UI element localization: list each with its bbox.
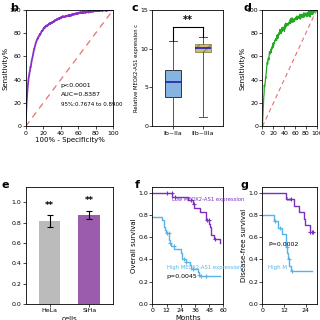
Text: **: ** <box>85 196 94 205</box>
Y-axis label: Disease-free survival: Disease-free survival <box>241 209 247 282</box>
Text: Lc: Lc <box>287 197 293 202</box>
Bar <box>78 215 100 304</box>
Text: AUC=0.8387: AUC=0.8387 <box>61 92 101 97</box>
Text: e: e <box>1 180 9 190</box>
Text: p<0.0001: p<0.0001 <box>61 83 91 88</box>
Y-axis label: Relative MEOX2-AS1 expression c: Relative MEOX2-AS1 expression c <box>134 24 139 112</box>
Text: Low MEOX2-AS1 expression: Low MEOX2-AS1 expression <box>172 197 245 202</box>
Text: d: d <box>244 3 251 12</box>
Text: g: g <box>241 180 249 190</box>
Text: High M: High M <box>268 265 287 270</box>
Y-axis label: Overall survival: Overall survival <box>131 218 137 273</box>
Text: P=0.0002: P=0.0002 <box>268 242 298 247</box>
Text: p=0.0045: p=0.0045 <box>167 274 197 279</box>
PathPatch shape <box>195 44 211 52</box>
Text: **: ** <box>45 201 54 210</box>
Text: **: ** <box>183 15 193 25</box>
Text: High MEOX2-AS1 expression: High MEOX2-AS1 expression <box>167 265 241 270</box>
Y-axis label: Sensitivity%: Sensitivity% <box>239 46 245 90</box>
X-axis label: 100% - Specificity%: 100% - Specificity% <box>35 137 104 143</box>
PathPatch shape <box>165 70 181 97</box>
Text: b: b <box>10 3 18 12</box>
Bar <box>39 221 60 304</box>
Y-axis label: Sensitivity%: Sensitivity% <box>3 46 8 90</box>
Text: c: c <box>131 3 138 12</box>
X-axis label: cells: cells <box>61 316 77 320</box>
Text: 95%:0.7674 to 0.8900: 95%:0.7674 to 0.8900 <box>61 102 122 107</box>
Text: f: f <box>135 180 140 190</box>
X-axis label: Months: Months <box>175 315 201 320</box>
